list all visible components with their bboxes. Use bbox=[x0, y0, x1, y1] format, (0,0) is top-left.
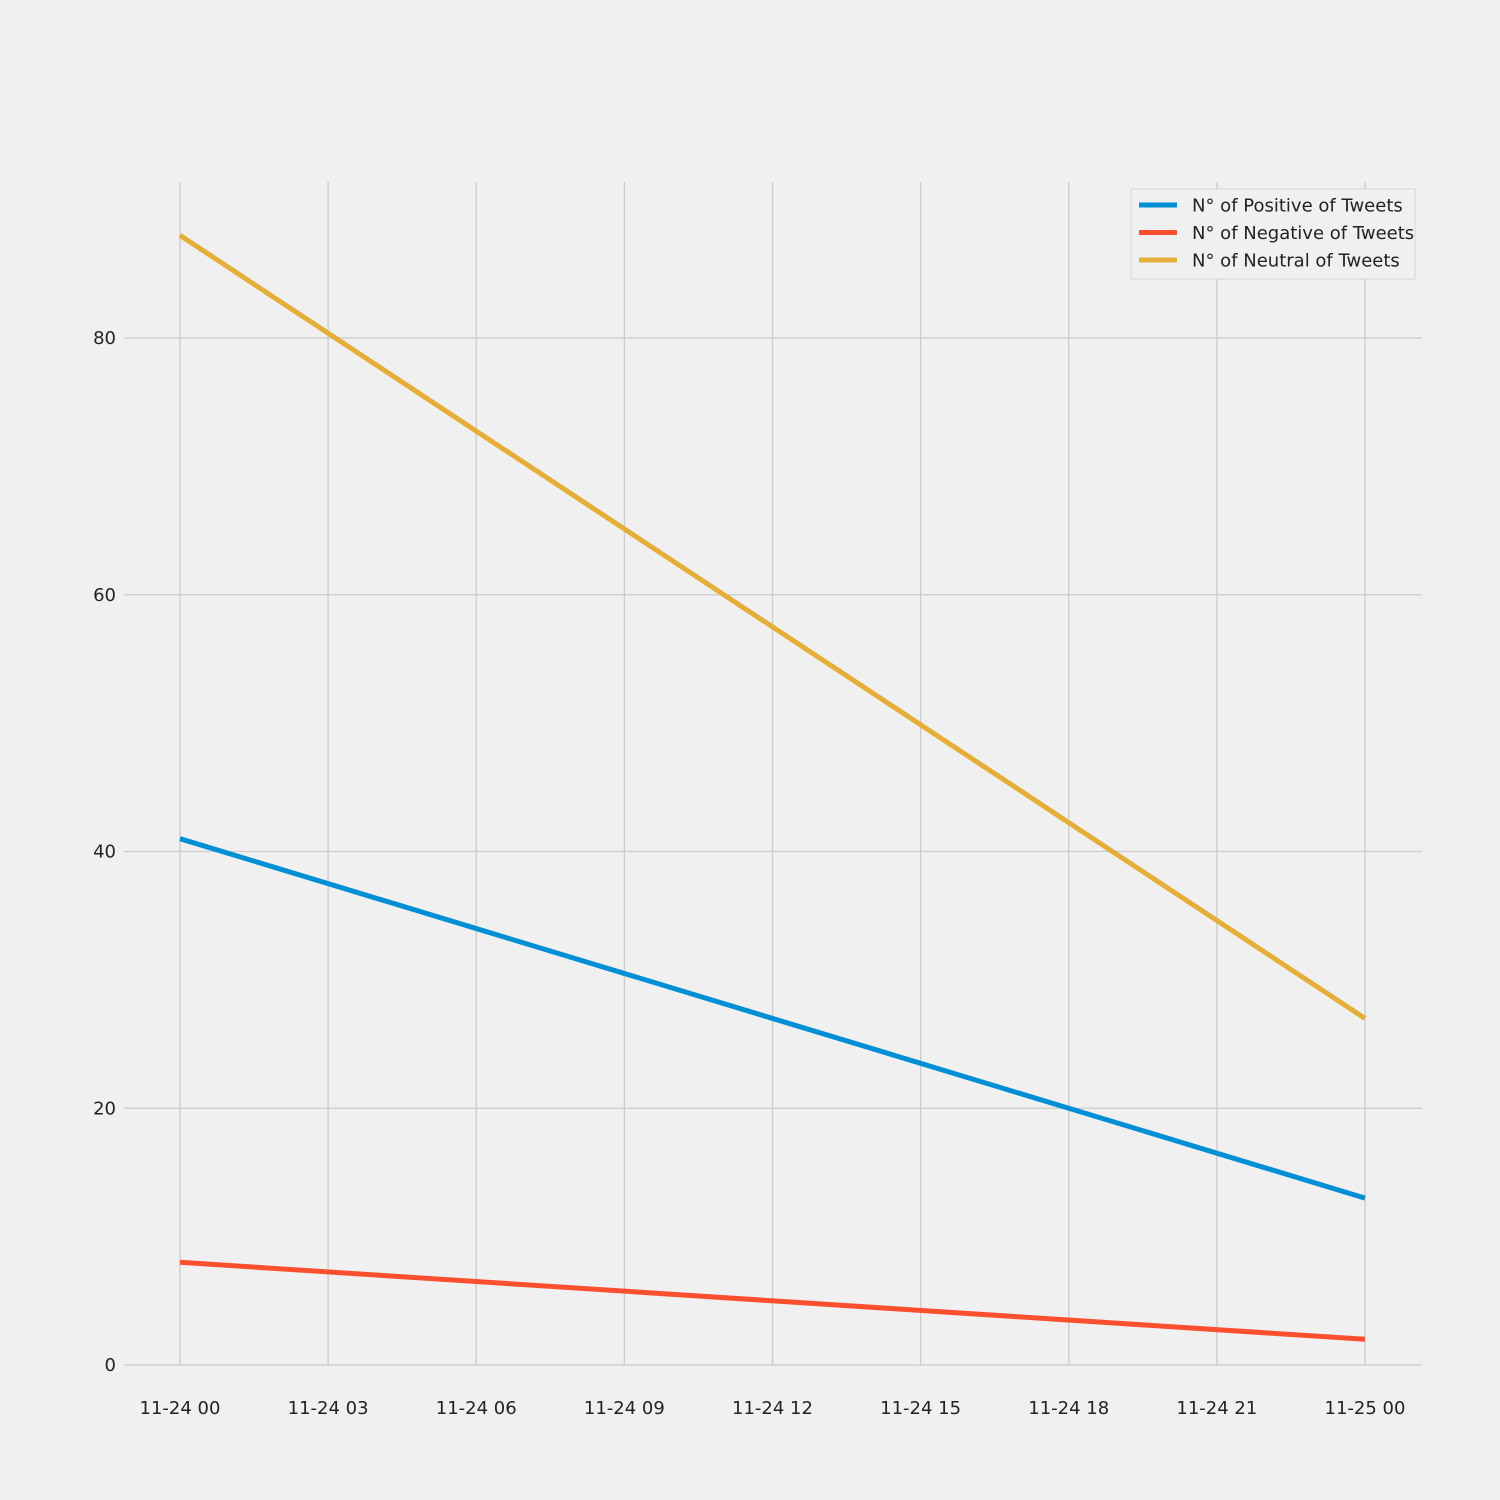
x-tick-label: 11-24 00 bbox=[140, 1398, 221, 1419]
series-line-1 bbox=[179, 1259, 1366, 1342]
x-tick-label: 11-24 06 bbox=[436, 1398, 517, 1419]
y-gridlines bbox=[124, 337, 1422, 1366]
legend-label: N° of Neutral of Tweets bbox=[1192, 251, 1400, 272]
y-tick-label: 40 bbox=[93, 842, 116, 863]
y-tick-labels: 0 20 40 60 80 bbox=[93, 328, 116, 1376]
x-tick-label: 11-24 18 bbox=[1028, 1398, 1109, 1419]
y-tick-label: 0 bbox=[105, 1355, 116, 1376]
y-tick-label: 60 bbox=[93, 585, 116, 606]
series-layer bbox=[178, 233, 1367, 1342]
x-gridlines bbox=[179, 182, 1366, 1365]
series-line-2 bbox=[178, 233, 1367, 1021]
x-tick-label: 11-25 00 bbox=[1325, 1398, 1406, 1419]
legend-box bbox=[1130, 188, 1416, 280]
x-tick-label: 11-24 03 bbox=[288, 1398, 369, 1419]
x-tick-label: 11-24 12 bbox=[732, 1398, 813, 1419]
x-tick-label: 11-24 09 bbox=[584, 1398, 665, 1419]
y-tick-label: 80 bbox=[93, 328, 116, 349]
legend-label: N° of Negative of Tweets bbox=[1192, 223, 1414, 244]
legend-label: N° of Positive of Tweets bbox=[1192, 196, 1403, 217]
x-tick-labels: 11-24 00 11-24 03 11-24 06 11-24 09 11-24 12… bbox=[140, 1398, 1406, 1419]
legend: N° of Positive of Tweets N° of Negative o… bbox=[1130, 188, 1416, 280]
y-tick-label: 20 bbox=[93, 1098, 116, 1119]
x-tick-label: 11-24 15 bbox=[880, 1398, 961, 1419]
series-line-0 bbox=[179, 836, 1366, 1201]
x-tick-label: 11-24 21 bbox=[1176, 1398, 1257, 1419]
